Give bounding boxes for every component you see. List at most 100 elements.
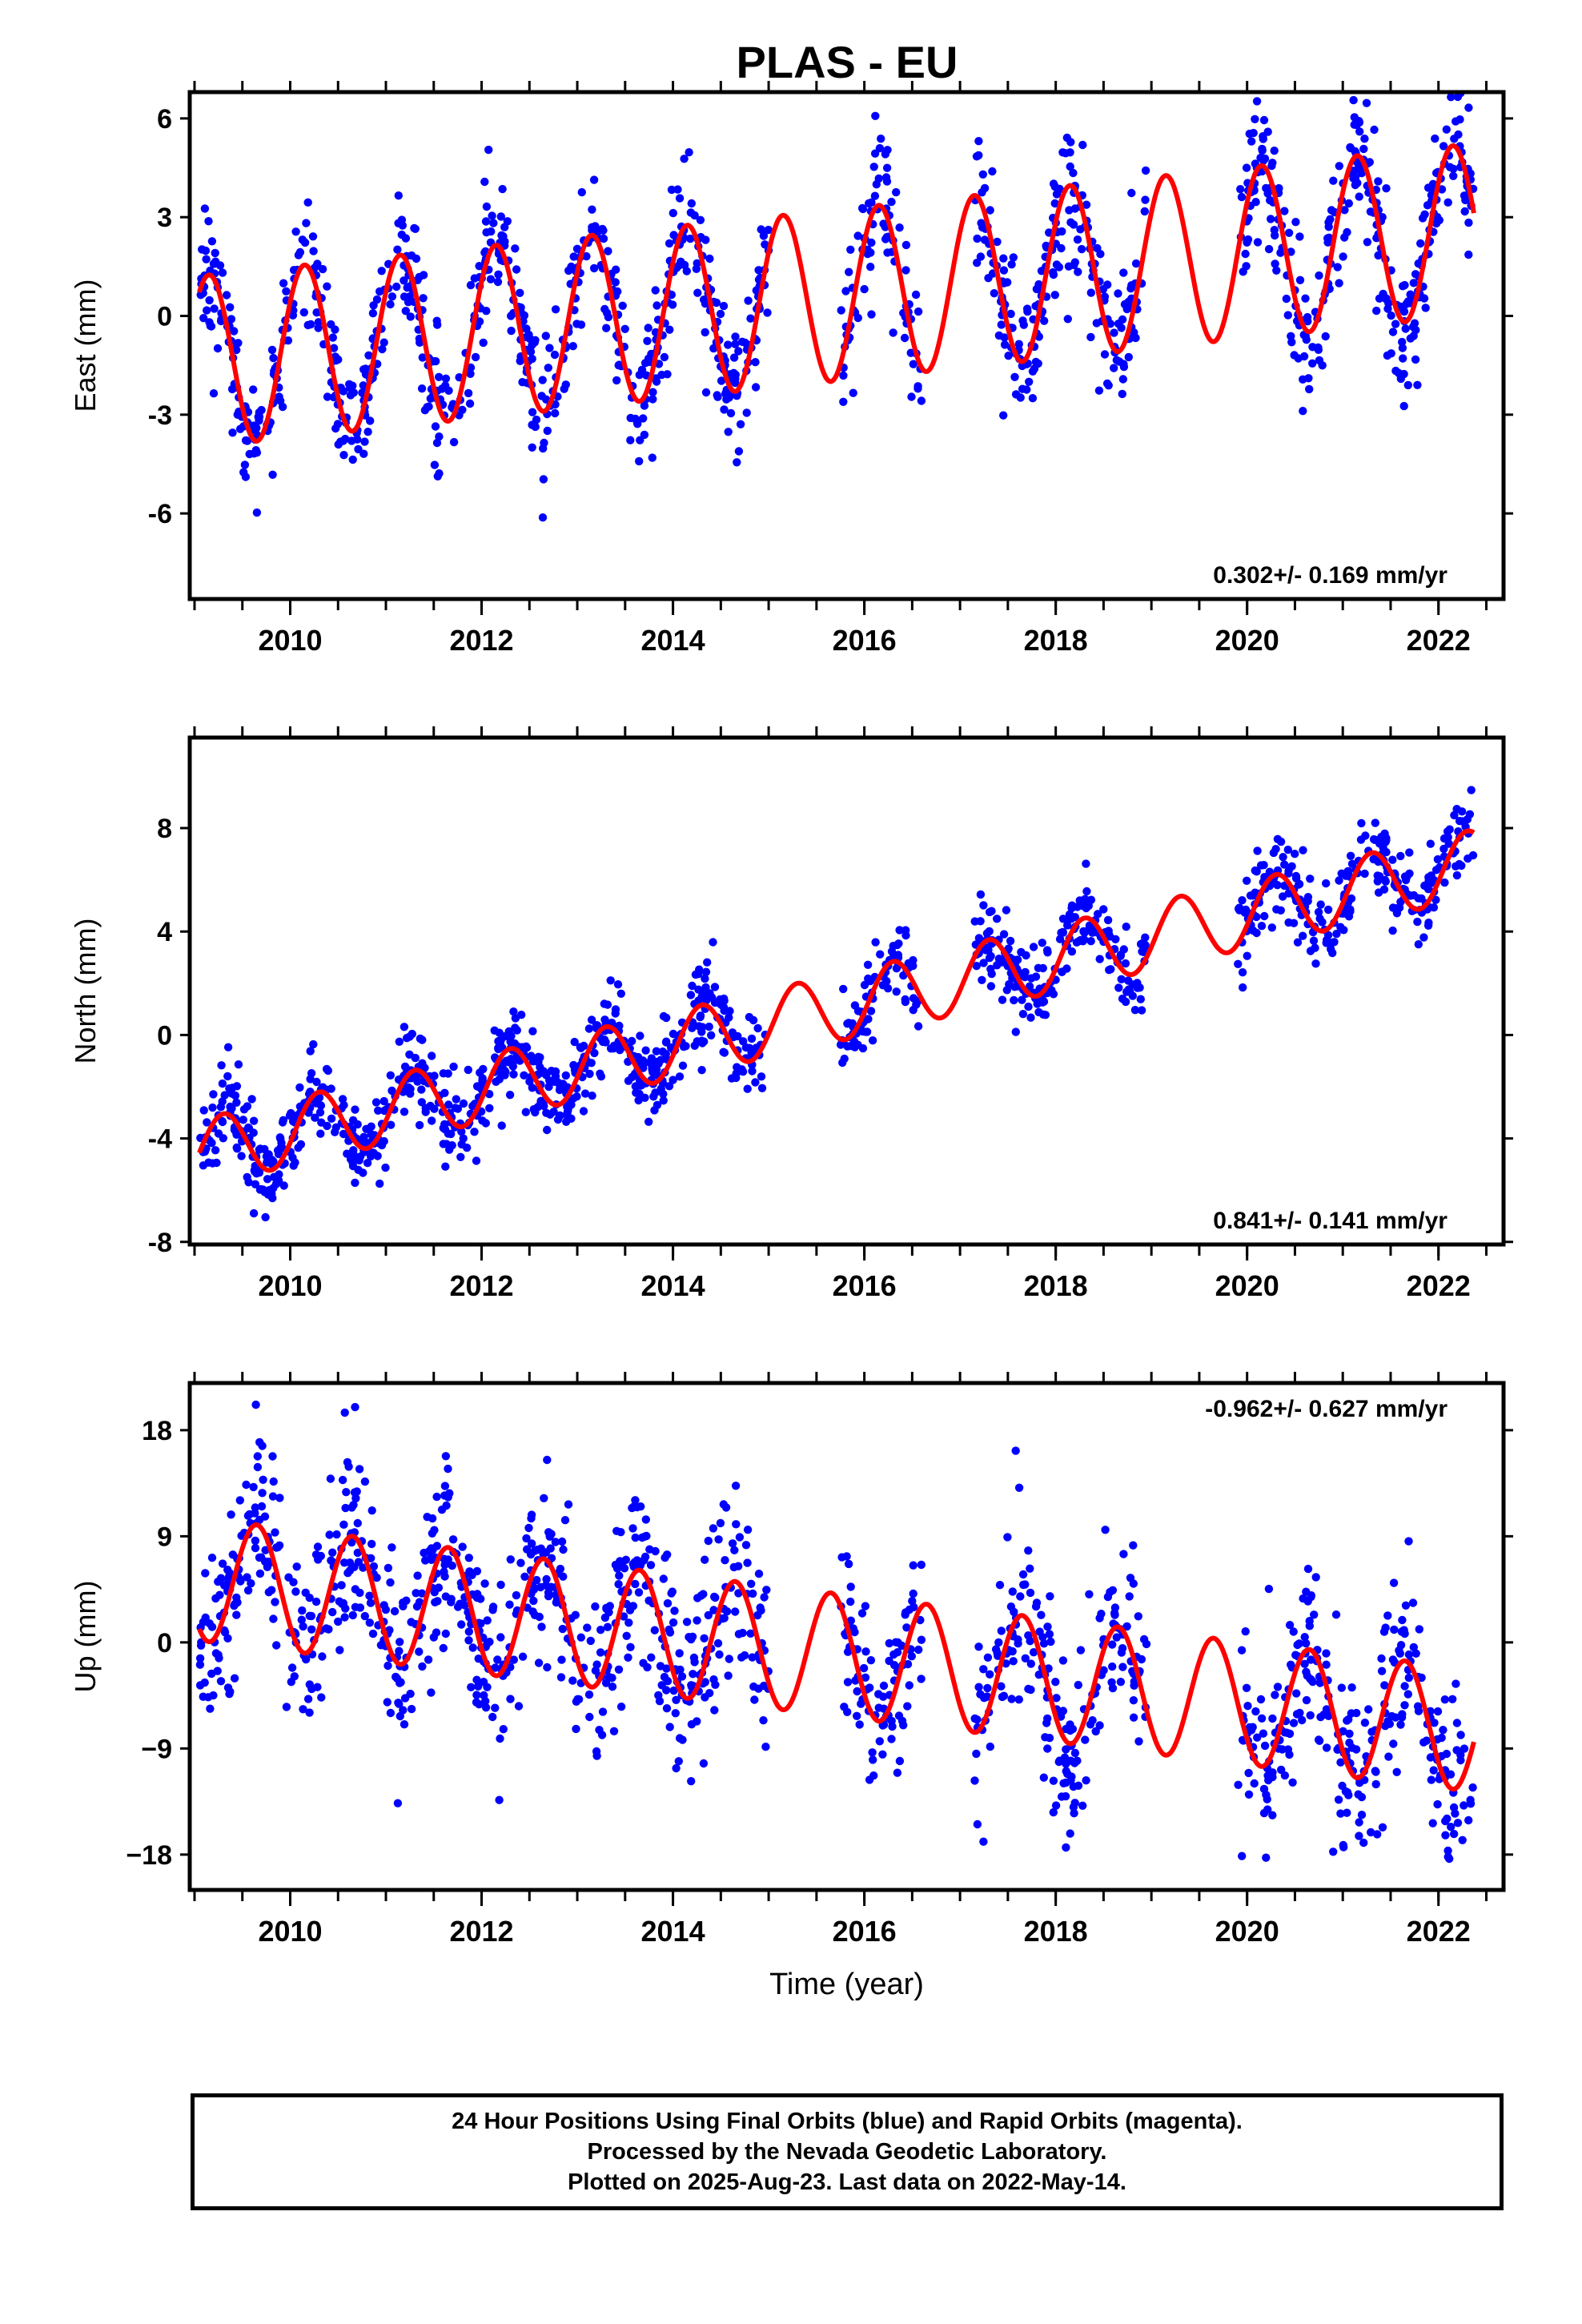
data-point bbox=[1043, 1744, 1052, 1753]
data-point bbox=[253, 1452, 262, 1461]
data-point bbox=[1443, 1814, 1452, 1823]
data-point bbox=[472, 1156, 481, 1165]
data-point bbox=[1003, 278, 1012, 287]
data-point bbox=[544, 364, 552, 372]
data-point bbox=[1315, 1679, 1325, 1687]
data-point bbox=[532, 1575, 541, 1585]
data-point bbox=[493, 277, 503, 287]
x-axis-label: Time (year) bbox=[769, 1968, 924, 2001]
data-point bbox=[522, 1534, 531, 1543]
data-point bbox=[974, 1642, 983, 1651]
data-point bbox=[1095, 1721, 1104, 1730]
data-point bbox=[895, 1756, 905, 1766]
data-point bbox=[211, 1649, 221, 1658]
data-point bbox=[309, 1039, 318, 1049]
data-point bbox=[243, 1511, 253, 1520]
caption-line-3: Plotted on 2025-Aug-23. Last data on 202… bbox=[568, 2169, 1126, 2195]
y-axis-label: North (mm) bbox=[69, 919, 102, 1064]
data-point bbox=[737, 337, 747, 346]
data-point bbox=[1380, 1681, 1389, 1690]
data-point bbox=[877, 135, 885, 143]
data-point bbox=[713, 392, 722, 401]
data-point bbox=[576, 1043, 584, 1051]
data-point bbox=[616, 1046, 624, 1055]
data-point bbox=[1327, 945, 1335, 954]
data-point bbox=[226, 303, 235, 312]
data-point bbox=[979, 1837, 988, 1846]
data-point bbox=[528, 1084, 536, 1092]
data-point bbox=[973, 1819, 982, 1829]
data-point bbox=[1130, 1006, 1140, 1015]
data-point bbox=[209, 1691, 218, 1700]
data-point bbox=[1283, 1745, 1293, 1754]
data-point bbox=[647, 1653, 656, 1662]
data-point bbox=[1300, 1633, 1309, 1642]
data-point bbox=[652, 1047, 661, 1055]
data-point bbox=[550, 350, 560, 360]
data-point bbox=[1122, 923, 1130, 931]
data-point bbox=[585, 1069, 594, 1079]
data-point bbox=[686, 208, 696, 217]
data-point bbox=[1106, 320, 1115, 328]
data-point bbox=[979, 1665, 988, 1674]
data-point bbox=[1326, 215, 1335, 223]
data-point bbox=[704, 1610, 713, 1620]
data-point bbox=[725, 1655, 733, 1663]
data-point bbox=[367, 1122, 375, 1131]
data-point bbox=[327, 1114, 336, 1124]
data-point bbox=[1253, 846, 1262, 855]
data-point bbox=[545, 1110, 555, 1119]
data-point bbox=[532, 415, 541, 424]
data-point bbox=[404, 298, 413, 307]
data-point bbox=[625, 1606, 635, 1614]
data-point bbox=[404, 1083, 413, 1092]
data-point bbox=[905, 1605, 914, 1614]
data-point bbox=[1426, 1753, 1435, 1762]
data-point bbox=[483, 1616, 492, 1625]
data-point bbox=[1439, 142, 1448, 151]
data-point bbox=[1016, 1592, 1025, 1601]
data-point bbox=[365, 1591, 374, 1600]
data-point bbox=[209, 1090, 218, 1099]
data-point bbox=[232, 1098, 241, 1108]
data-point bbox=[1465, 810, 1475, 818]
data-point bbox=[642, 1531, 651, 1541]
data-point bbox=[428, 1051, 436, 1060]
data-point bbox=[631, 1579, 640, 1589]
x-tick-label: 2018 bbox=[1024, 1915, 1088, 1948]
data-point bbox=[1052, 260, 1062, 269]
data-point bbox=[997, 1626, 1006, 1635]
data-point bbox=[1306, 1675, 1315, 1683]
data-point bbox=[732, 1520, 741, 1529]
data-point bbox=[406, 312, 415, 321]
data-point bbox=[1343, 1788, 1352, 1797]
data-point bbox=[1094, 386, 1104, 395]
model-curve-3 bbox=[197, 1522, 1476, 1792]
data-point bbox=[1104, 381, 1113, 390]
data-point bbox=[680, 155, 689, 163]
data-point bbox=[209, 389, 219, 398]
data-point bbox=[1360, 869, 1369, 879]
data-point bbox=[1374, 251, 1383, 260]
data-point bbox=[699, 1759, 709, 1768]
data-point bbox=[609, 1041, 619, 1051]
data-point bbox=[676, 1665, 685, 1675]
data-point bbox=[1142, 1639, 1151, 1649]
x-tick-label: 2020 bbox=[1215, 624, 1279, 657]
data-point bbox=[1141, 933, 1150, 942]
data-point bbox=[249, 385, 258, 394]
data-point bbox=[1106, 965, 1115, 974]
data-point bbox=[279, 1181, 288, 1190]
data-point bbox=[747, 1579, 756, 1589]
data-point bbox=[1282, 294, 1291, 304]
data-point bbox=[846, 245, 855, 254]
data-point bbox=[543, 1125, 552, 1135]
data-point bbox=[1263, 127, 1272, 136]
data-point bbox=[1449, 164, 1458, 173]
data-point bbox=[709, 1606, 718, 1614]
data-point bbox=[249, 421, 258, 430]
data-point bbox=[258, 1441, 267, 1450]
data-point bbox=[988, 167, 997, 176]
data-point bbox=[271, 1180, 281, 1188]
